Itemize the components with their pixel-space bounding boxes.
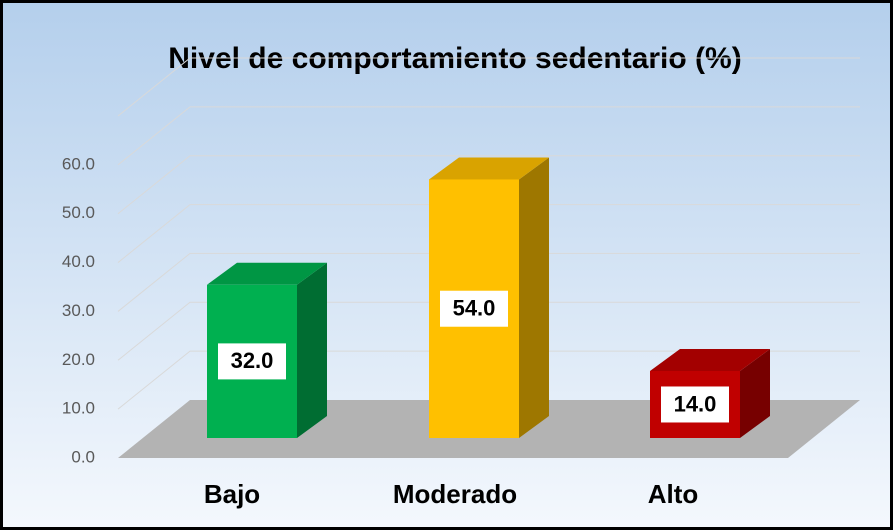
data-label: 54.0 bbox=[453, 296, 496, 321]
bar-side bbox=[519, 157, 549, 438]
data-label-box bbox=[218, 343, 286, 380]
bar-side bbox=[740, 348, 770, 438]
y-tick-label: 50.0 bbox=[62, 203, 95, 222]
data-label-box bbox=[661, 386, 729, 423]
wall-edge bbox=[117, 57, 860, 117]
grid-line bbox=[117, 350, 860, 410]
x-tick-label: Moderado bbox=[393, 479, 517, 509]
x-tick-label: Alto bbox=[648, 479, 699, 509]
data-label: 32.0 bbox=[231, 348, 274, 373]
data-label: 14.0 bbox=[674, 391, 717, 416]
data-label-box bbox=[440, 290, 508, 327]
x-tick-label: Bajo bbox=[204, 479, 260, 509]
plot-area: 0.0 10.0 20.0 30.0 40.0 50.0 60.0 32.0 Bajo 54.0 M… bbox=[62, 57, 860, 509]
y-tick-label: 30.0 bbox=[62, 301, 95, 320]
grid-line bbox=[117, 155, 860, 215]
bar-side bbox=[297, 262, 327, 438]
y-tick-label: 60.0 bbox=[62, 154, 95, 173]
y-tick-label: 0.0 bbox=[71, 447, 95, 466]
bar-top bbox=[429, 157, 549, 180]
bar-top bbox=[207, 262, 327, 285]
grid-line bbox=[117, 204, 860, 263]
y-tick-label: 20.0 bbox=[62, 350, 95, 369]
bar-top bbox=[650, 348, 770, 371]
y-tick-label: 10.0 bbox=[62, 399, 95, 418]
grid-line bbox=[117, 252, 860, 312]
grid-line bbox=[117, 106, 860, 166]
grid-line bbox=[117, 301, 860, 361]
y-tick-label: 40.0 bbox=[62, 252, 95, 271]
